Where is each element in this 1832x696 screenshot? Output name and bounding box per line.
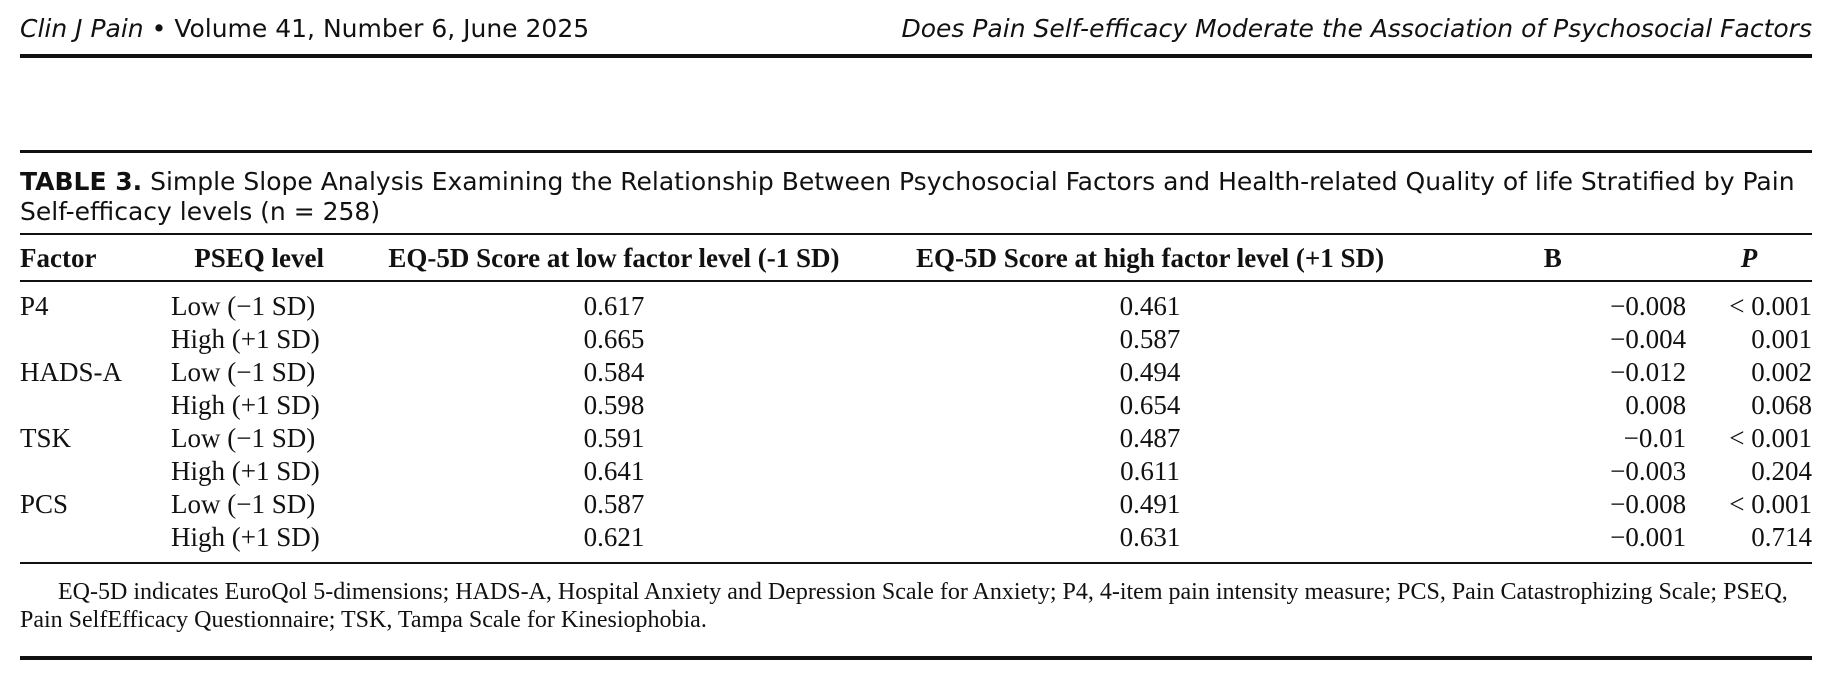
table-caption-text: Simple Slope Analysis Examining the Rela… xyxy=(20,167,1795,226)
cell-b: −0.003 xyxy=(1610,456,1687,486)
table-row: TSK Low (−1 SD) 0.591 0.487 −0.01 < 0.00… xyxy=(20,422,1812,455)
cell-factor: TSK xyxy=(20,423,72,453)
header-separator: • xyxy=(151,14,167,43)
cell-low-score: 0.598 xyxy=(583,390,645,420)
cell-p: 0.714 xyxy=(1686,521,1812,564)
table-row: PCS Low (−1 SD) 0.587 0.491 −0.008 < 0.0… xyxy=(20,488,1812,521)
table-row: High (+1 SD) 0.641 0.611 −0.003 0.204 xyxy=(20,455,1812,488)
cell-factor: HADS-A xyxy=(20,357,123,387)
cell-pseq-level: High (+1 SD) xyxy=(171,324,320,354)
cell-p: < 0.001 xyxy=(1729,291,1812,321)
article-title: Does Pain Self-efficacy Moderate the Ass… xyxy=(901,14,1812,43)
cell-pseq-level: High (+1 SD) xyxy=(171,521,348,564)
column-header-low-factor: EQ-5D Score at low factor level (-1 SD) xyxy=(347,233,881,282)
running-header: Clin J Pain • Volume 41, Number 6, June … xyxy=(20,8,1812,58)
table-header-row: Factor PSEQ level EQ-5D Score at low fac… xyxy=(20,233,1812,282)
cell-high-score: 0.654 xyxy=(1119,390,1181,420)
table-block: TABLE 3. Simple Slope Analysis Examining… xyxy=(20,150,1812,660)
column-header-factor: Factor xyxy=(20,233,171,282)
table-row: High (+1 SD) 0.598 0.654 0.008 0.068 xyxy=(20,389,1812,422)
cell-pseq-level: Low (−1 SD) xyxy=(171,423,316,453)
cell-pseq-level: Low (−1 SD) xyxy=(171,357,316,387)
column-header-pseq-level: PSEQ level xyxy=(171,233,348,282)
cell-b: −0.004 xyxy=(1610,324,1687,354)
table-row: P4 Low (−1 SD) 0.617 0.461 −0.008 < 0.00… xyxy=(20,281,1812,323)
cell-low-score: 0.587 xyxy=(583,489,645,519)
cell-high-score: 0.611 xyxy=(1120,456,1180,486)
column-header-b: B xyxy=(1419,233,1687,282)
cell-low-score: 0.641 xyxy=(583,456,645,486)
cell-b: −0.008 xyxy=(1610,489,1687,519)
table-row: High (+1 SD) 0.621 0.631 −0.001 0.714 xyxy=(20,521,1812,564)
cell-low-score: 0.591 xyxy=(583,423,645,453)
table-footnote: EQ-5D indicates EuroQol 5-dimensions; HA… xyxy=(20,564,1812,660)
cell-b: −0.01 xyxy=(1623,423,1687,453)
cell-high-score: 0.494 xyxy=(1119,357,1181,387)
cell-low-score: 0.621 xyxy=(347,521,881,564)
cell-pseq-level: High (+1 SD) xyxy=(171,390,320,420)
issue-info: Volume 41, Number 6, June 2025 xyxy=(174,14,590,43)
cell-low-score: 0.617 xyxy=(583,291,645,321)
cell-pseq-level: Low (−1 SD) xyxy=(171,489,316,519)
cell-p: 0.002 xyxy=(1751,357,1812,387)
cell-p: < 0.001 xyxy=(1729,489,1812,519)
cell-factor xyxy=(20,323,171,356)
cell-factor xyxy=(20,521,171,564)
table-row: HADS-A Low (−1 SD) 0.584 0.494 −0.012 0.… xyxy=(20,356,1812,389)
cell-high-score: 0.631 xyxy=(880,521,1420,564)
cell-high-score: 0.461 xyxy=(1119,291,1181,321)
cell-b: 0.008 xyxy=(1625,390,1687,420)
journal-name: Clin J Pain xyxy=(20,14,144,43)
cell-low-score: 0.665 xyxy=(583,324,645,354)
cell-factor xyxy=(20,455,171,488)
cell-b: −0.008 xyxy=(1610,291,1687,321)
cell-b: −0.012 xyxy=(1610,357,1687,387)
column-header-high-factor: EQ-5D Score at high factor level (+1 SD) xyxy=(880,233,1420,282)
running-header-left: Clin J Pain • Volume 41, Number 6, June … xyxy=(20,14,589,43)
cell-pseq-level: Low (−1 SD) xyxy=(171,291,316,321)
table-caption: TABLE 3. Simple Slope Analysis Examining… xyxy=(20,153,1812,233)
cell-pseq-level: High (+1 SD) xyxy=(171,456,320,486)
column-header-p: P xyxy=(1686,233,1812,282)
cell-high-score: 0.487 xyxy=(1119,423,1181,453)
table-row: High (+1 SD) 0.665 0.587 −0.004 0.001 xyxy=(20,323,1812,356)
cell-high-score: 0.587 xyxy=(1119,324,1181,354)
cell-factor: P4 xyxy=(20,291,49,321)
cell-factor xyxy=(20,389,171,422)
cell-low-score: 0.584 xyxy=(583,357,645,387)
cell-p: 0.204 xyxy=(1751,456,1812,486)
cell-p: 0.068 xyxy=(1751,390,1812,420)
cell-p: 0.001 xyxy=(1751,324,1812,354)
cell-factor: PCS xyxy=(20,489,69,519)
cell-b: −0.001 xyxy=(1419,521,1687,564)
cell-p: < 0.001 xyxy=(1729,423,1812,453)
results-table: Factor PSEQ level EQ-5D Score at low fac… xyxy=(20,233,1812,564)
table-label: TABLE 3. xyxy=(20,167,143,196)
cell-high-score: 0.491 xyxy=(1119,489,1181,519)
